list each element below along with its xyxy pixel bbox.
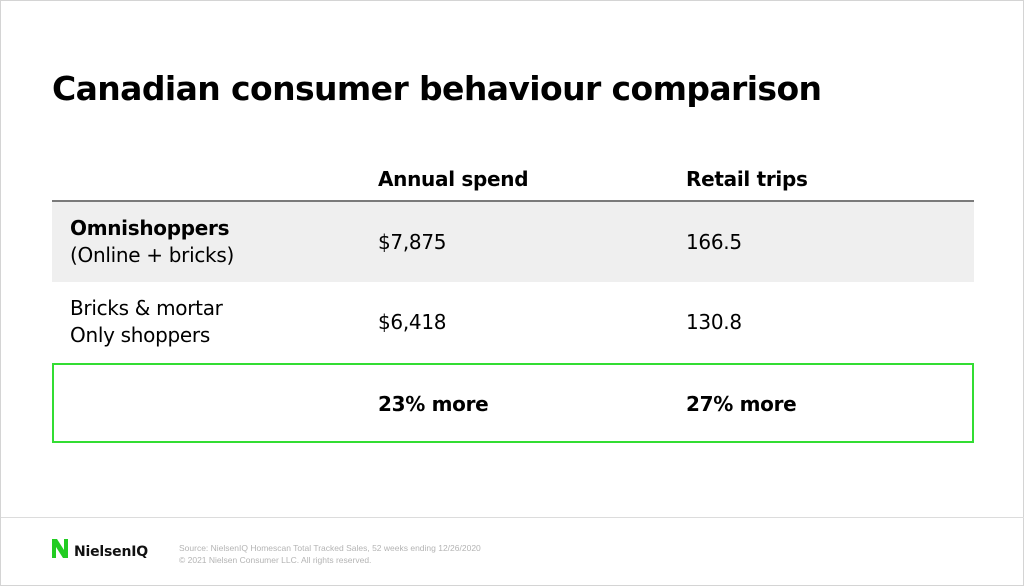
row-label-sub: (Online + bricks) bbox=[70, 243, 234, 267]
source-note: Source: NielsenIQ Homescan Total Tracked… bbox=[179, 542, 481, 566]
cell-annual-spend: $6,418 bbox=[378, 310, 447, 334]
copyright-line: © 2021 Nielsen Consumer LLC. All rights … bbox=[179, 555, 372, 565]
table-row-omnishoppers: Omnishoppers (Online + bricks) $7,875 16… bbox=[52, 202, 974, 282]
cell-retail-trips: 130.8 bbox=[686, 310, 742, 334]
row-label-bold: Omnishoppers bbox=[70, 216, 230, 240]
row-label-line1: Bricks & mortar bbox=[70, 296, 223, 320]
logo-wordmark: NielsenIQ bbox=[74, 544, 148, 560]
column-header-annual-spend: Annual spend bbox=[378, 167, 529, 191]
row-label-line2: Only shoppers bbox=[70, 323, 210, 347]
row-label: Omnishoppers (Online + bricks) bbox=[70, 215, 234, 269]
page-title: Canadian consumer behaviour comparison bbox=[52, 69, 822, 108]
table-row-bricks-mortar: Bricks & mortar Only shoppers $6,418 130… bbox=[52, 282, 974, 362]
comparison-row-highlight: 23% more 27% more bbox=[52, 363, 974, 443]
nielseniq-logo-icon bbox=[52, 539, 68, 558]
cell-retail-trips: 166.5 bbox=[686, 230, 742, 254]
comparison-table: Annual spend Retail trips Omnishoppers (… bbox=[52, 151, 974, 443]
source-line-1: Source: NielsenIQ Homescan Total Tracked… bbox=[179, 543, 481, 553]
comparison-retail-trips: 27% more bbox=[686, 392, 797, 416]
column-header-retail-trips: Retail trips bbox=[686, 167, 808, 191]
cell-annual-spend: $7,875 bbox=[378, 230, 447, 254]
row-label: Bricks & mortar Only shoppers bbox=[70, 295, 223, 349]
comparison-annual-spend: 23% more bbox=[378, 392, 489, 416]
table-header: Annual spend Retail trips bbox=[52, 151, 974, 202]
footer-divider bbox=[1, 517, 1024, 518]
